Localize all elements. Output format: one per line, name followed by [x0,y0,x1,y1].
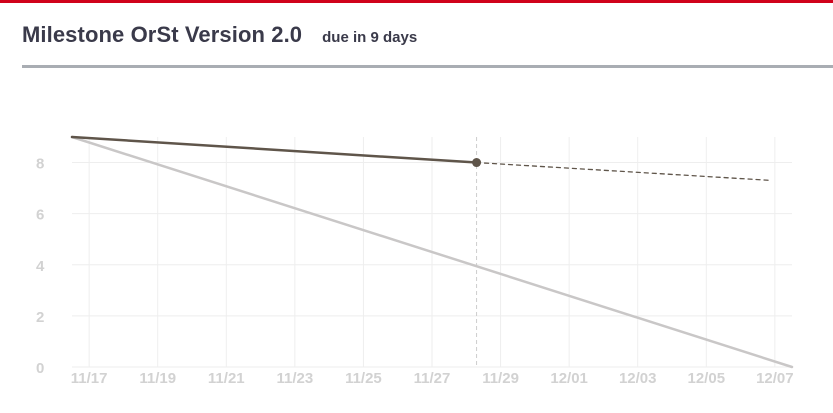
accent-top-bar [0,0,833,3]
x-tick-label: 12/05 [688,370,726,387]
series-line-projected [475,161,773,182]
x-tick-label: 11/19 [139,370,176,387]
x-tick-label: 11/25 [345,370,382,387]
y-tick-label: 8 [36,156,44,173]
y-tick-label: 2 [36,309,44,326]
x-tick-label: 11/27 [414,370,451,387]
current-progress-point [472,158,482,168]
y-tick-label: 4 [36,258,45,275]
x-tick-label: 12/07 [756,370,794,387]
y-tick-label: 0 [36,360,44,377]
y-tick-label: 6 [36,207,44,224]
milestone-title: Milestone OrSt Version 2.0 [22,22,303,47]
series-line-actual [70,135,478,164]
milestone-header: Milestone OrSt Version 2.0 due in 9 days [22,22,417,48]
x-tick-label: 11/29 [482,370,519,387]
x-tick-label: 11/17 [71,370,108,387]
x-tick-label: 12/01 [550,370,588,387]
series-line-ideal [70,135,794,369]
due-date-label: due in 9 days [322,29,418,46]
x-tick-label: 12/03 [619,370,657,387]
x-tick-label: 11/23 [276,370,313,387]
header-divider [22,65,833,68]
x-tick-label: 11/21 [208,370,245,387]
